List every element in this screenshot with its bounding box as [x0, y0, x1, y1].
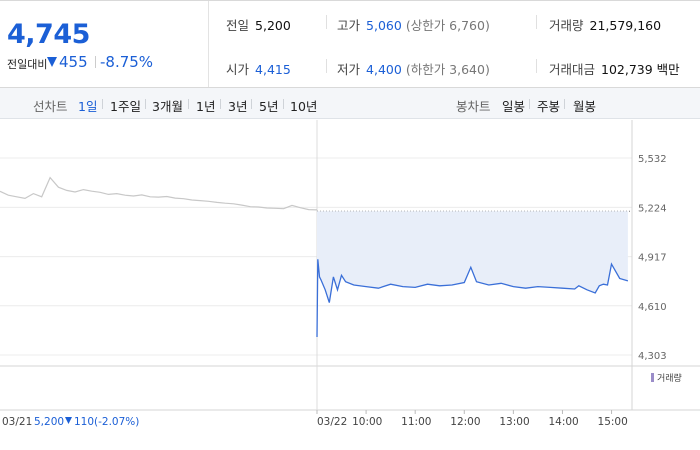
stat-value: 4,415	[255, 62, 291, 77]
candle-chart-label: 봉차트	[456, 99, 491, 114]
x-tick-label: 03/22	[317, 416, 347, 428]
chart-toolbar: 선차트 1일 1주일 3개월 1년 3년 5년 10년 봉차트 일봉 주봉 월봉	[0, 88, 700, 119]
stat-divider	[326, 59, 327, 73]
period-divider	[102, 99, 103, 109]
change-divider	[95, 56, 96, 68]
stat-divider	[536, 59, 537, 73]
stat-value: 4,400	[366, 62, 402, 77]
stat-value: 5,200	[255, 18, 291, 33]
period-divider	[283, 99, 284, 109]
upper-limit: (상한가 6,760)	[405, 18, 490, 33]
volume-legend-label: 거래량	[657, 372, 682, 384]
y-tick-label: 4,917	[638, 253, 667, 264]
current-price: 4,745	[7, 19, 90, 50]
stat-open: 시가 4,415	[226, 59, 291, 78]
stat-label: 전일	[226, 18, 250, 33]
x-tick-label: 15:00	[598, 416, 628, 428]
x-tick-label: 14:00	[548, 416, 578, 428]
x-tick-label: 13:00	[499, 416, 529, 428]
stat-label: 시가	[226, 62, 250, 77]
stat-value: 21,579,160	[589, 18, 662, 33]
prev-date: 03/21	[2, 416, 32, 428]
prev-day-line	[0, 176, 318, 211]
down-triangle-icon	[47, 57, 57, 67]
stat-volume: 거래량 21,579,160	[549, 15, 661, 34]
x-tick-label: 12:00	[450, 416, 480, 428]
period-5y[interactable]: 5년	[259, 99, 279, 114]
stat-value: 5,060	[366, 18, 402, 33]
period-3m[interactable]: 3개월	[152, 99, 183, 114]
candle-weekly[interactable]: 주봉	[537, 99, 561, 114]
stat-prev-close: 전일 5,200	[226, 15, 291, 34]
prev-close: 5,200	[34, 416, 64, 428]
quote-panel: 4,745 전일대비 455 -8.75% 전일 5,200 고가 5,060 (상한…	[0, 0, 700, 88]
prev-change: 110	[74, 416, 94, 428]
period-1d[interactable]: 1일	[78, 99, 98, 114]
stat-low: 저가 4,400 (하한가 3,640)	[337, 59, 490, 78]
stat-label: 저가	[337, 62, 361, 77]
period-divider	[145, 99, 146, 109]
volume-legend-swatch	[651, 373, 654, 382]
below-prev-close-fill	[317, 211, 628, 337]
y-tick-label: 5,532	[638, 154, 667, 165]
candle-monthly[interactable]: 월봉	[573, 99, 597, 114]
stat-value: 102,739 백만	[601, 62, 680, 77]
x-tick-label: 11:00	[401, 416, 431, 428]
y-tick-label: 4,610	[638, 302, 667, 313]
stat-label: 거래량	[549, 18, 584, 33]
period-divider	[188, 99, 189, 109]
price-box: 4,745 전일대비 455 -8.75%	[0, 1, 209, 87]
candle-daily[interactable]: 일봉	[502, 99, 526, 114]
stat-label: 거래대금	[549, 62, 596, 77]
stat-divider	[326, 15, 327, 29]
change-rate: -8.75%	[100, 53, 154, 71]
prev-rate: (-2.07%)	[94, 416, 139, 428]
price-line	[316, 259, 629, 338]
change-amount: 455	[59, 53, 88, 71]
period-3y[interactable]: 3년	[228, 99, 248, 114]
lower-limit: (하한가 3,640)	[405, 62, 490, 77]
y-tick-label: 4,303	[638, 351, 667, 362]
stat-amount: 거래대금 102,739 백만	[549, 59, 680, 78]
stat-label: 고가	[337, 18, 361, 33]
period-1y[interactable]: 1년	[196, 99, 216, 114]
period-divider	[529, 99, 530, 109]
x-tick-label: 10:00	[352, 416, 382, 428]
change-label: 전일대비	[7, 58, 48, 71]
down-triangle-icon	[65, 417, 72, 424]
period-10y[interactable]: 10년	[290, 99, 318, 114]
stat-divider	[536, 15, 537, 29]
stat-high: 고가 5,060 (상한가 6,760)	[337, 15, 490, 34]
period-1w[interactable]: 1주일	[110, 99, 141, 114]
line-chart-label: 선차트	[33, 99, 68, 114]
period-divider	[564, 99, 565, 109]
period-divider	[220, 99, 221, 109]
y-tick-label: 5,224	[638, 203, 667, 214]
period-divider	[251, 99, 252, 109]
